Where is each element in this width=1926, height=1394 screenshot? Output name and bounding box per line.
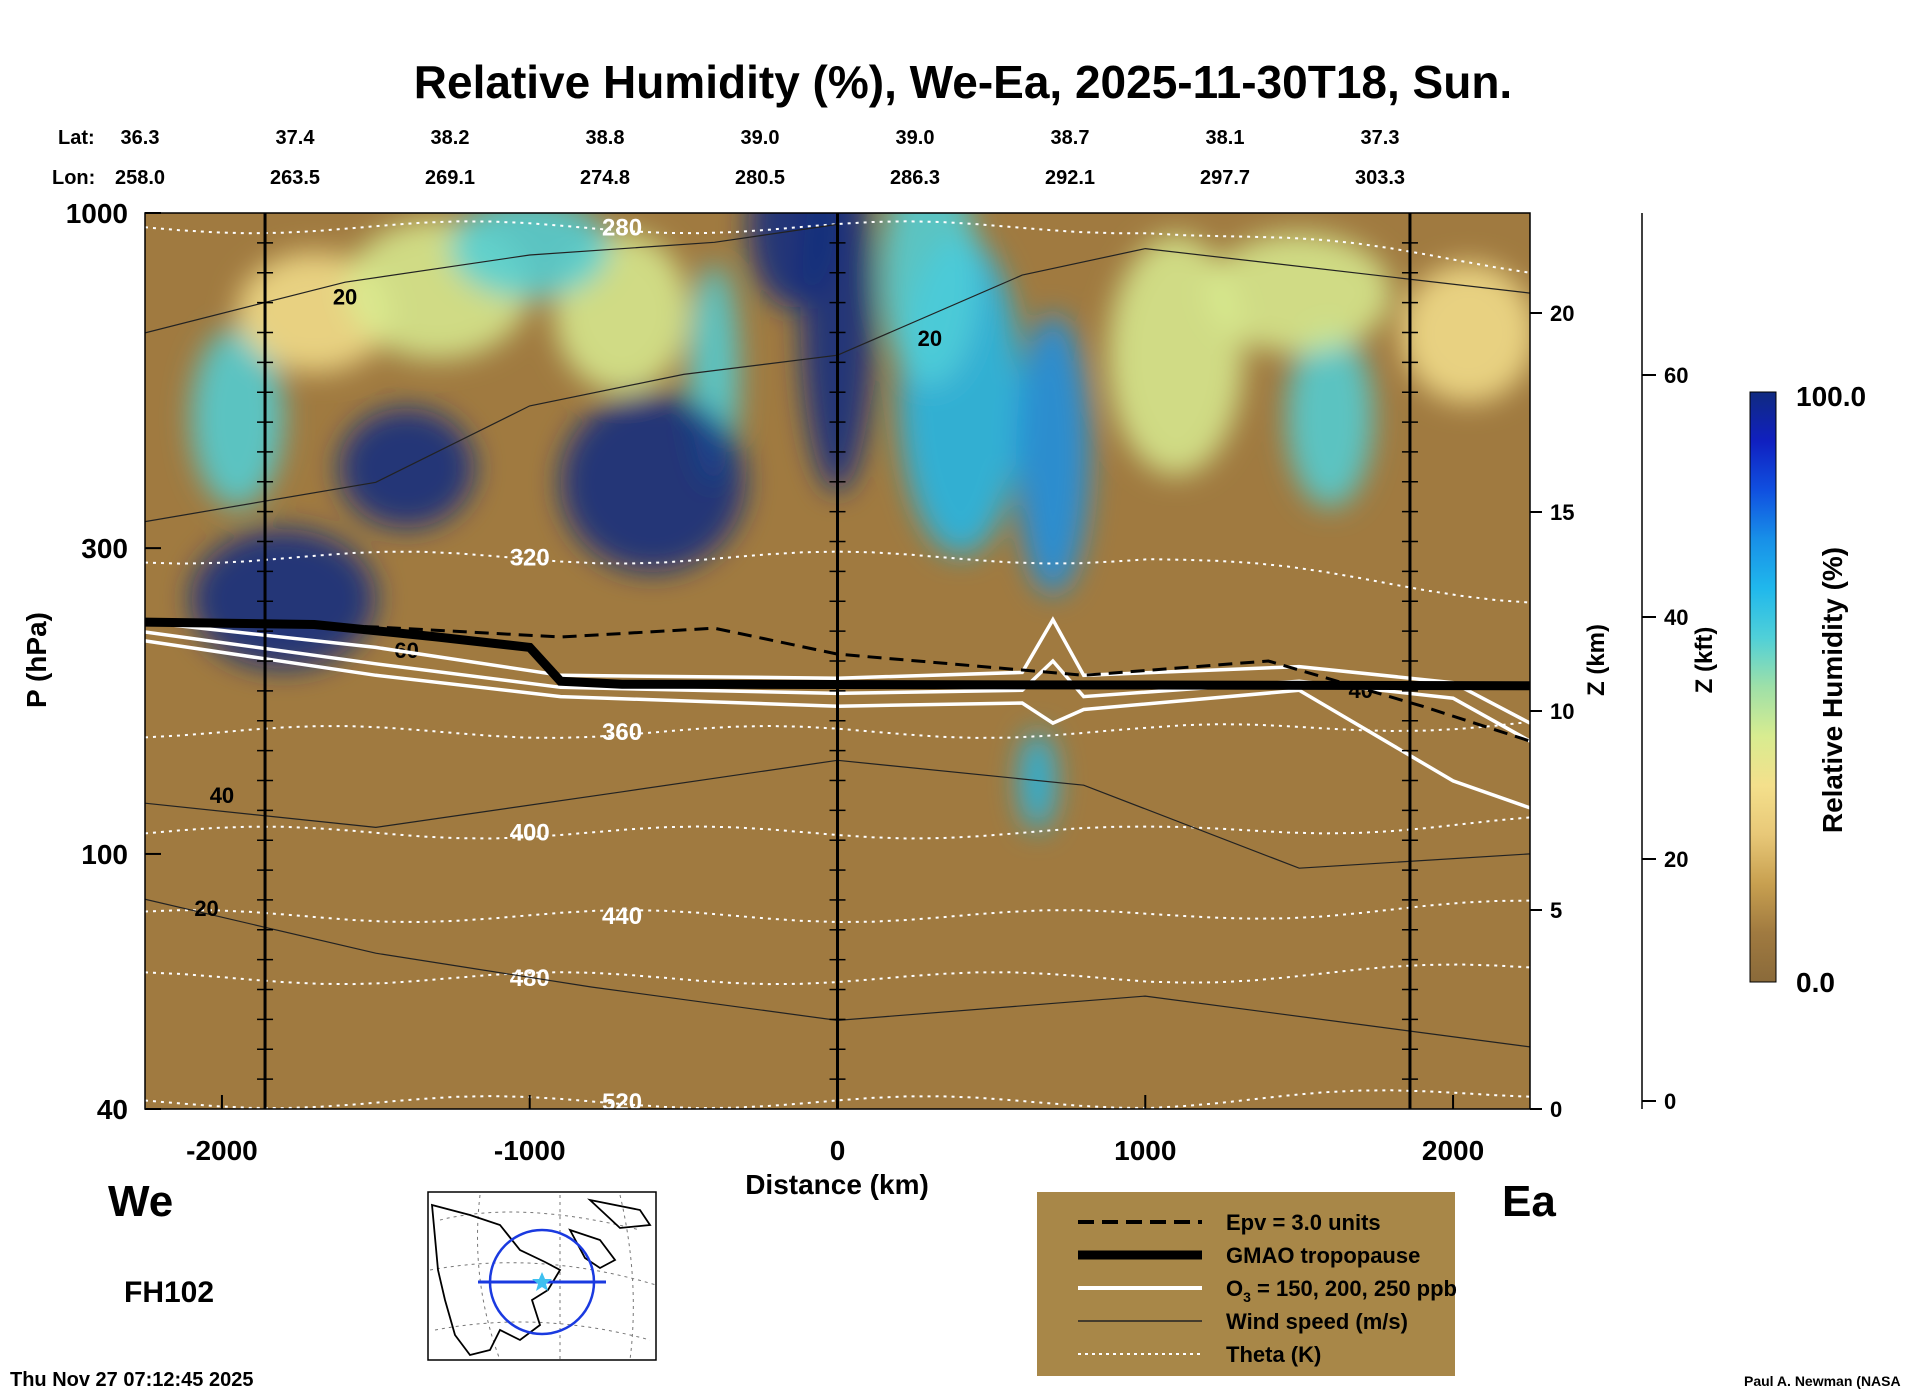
forecast-hour-label: FH102 [124,1276,214,1309]
direction-west-label: We [108,1177,173,1226]
theta-contours: 280 320 360 400 440 480 520 [145,214,1530,1116]
rh-feature-5 [338,408,475,529]
theta-label-440: 440 [602,903,642,930]
colorbar-max-label: 100.0 [1796,381,1866,412]
colorbar-gradient [1749,391,1777,983]
rh-feature-0 [191,327,284,508]
lon-value-2: 269.1 [425,167,475,189]
theta-label-360: 360 [602,719,642,746]
chart-title: Relative Humidity (%), We-Ea, 2025-11-30… [414,56,1512,108]
theta-label-280: 280 [602,214,642,241]
z-km-axis-label: Z (km) [1583,624,1610,696]
lat-value-4: 39.0 [741,127,780,149]
legend-label-0: Epv = 3.0 units [1226,1210,1381,1235]
lon-value-7: 297.7 [1200,167,1250,189]
latlon-marker-lines [257,213,1418,1109]
rh-feature-8 [1016,314,1090,595]
tropopause-line [145,617,1530,691]
y-tick-label-1000: 1000 [66,198,128,229]
y-axis-label: P (hPa) [21,612,52,708]
wind-contour-3 [145,223,838,334]
z-kft-axis: 0 20 40 60 [1641,213,1688,1114]
theta-label-480: 480 [510,965,550,992]
lat-value-3: 38.8 [586,127,625,149]
lat-value-7: 38.1 [1206,127,1245,149]
x-axis-label: Distance (km) [745,1169,929,1200]
rh-feature-10 [1286,327,1374,508]
z-km-axis: 0 5 10 15 20 [1530,301,1574,1122]
legend: Epv = 3.0 units GMAO tropopause O3 = 150, … [1037,1192,1457,1376]
credit-label: Paul A. Newman (NASA [1744,1373,1901,1389]
y-axis: 40 100 300 1000 [66,198,161,1125]
theta-label-320: 320 [510,545,550,572]
z-kft-tick-40: 40 [1664,605,1688,630]
wind-label-3: 20 [333,284,357,309]
legend-label-1: GMAO tropopause [1226,1243,1420,1268]
lon-value-6: 292.1 [1045,167,1095,189]
x-tick-label--2000: -2000 [186,1135,258,1166]
colorbar-title: Relative Humidity (%) [1817,547,1848,833]
coastline-shape [430,1198,652,1357]
rh-feature-6 [560,392,746,573]
ozone-contour-1 [145,616,1530,725]
z-km-tick-15: 15 [1550,500,1574,525]
y-tick-label-300: 300 [81,533,128,564]
z-km-tick-5: 5 [1550,898,1562,923]
lon-row-label: Lon: [52,167,95,189]
x-tick-label-1000: 1000 [1114,1135,1176,1166]
inset-map [427,1191,657,1361]
y-tick-label-100: 100 [81,839,128,870]
y-tick-label-40: 40 [97,1094,128,1125]
legend-label-2: O3 = 150, 200, 250 ppb [1226,1276,1457,1305]
theta-label-400: 400 [510,820,550,847]
x-tick-label-0: 0 [830,1135,846,1166]
z-kft-axis-label: Z (kft) [1691,627,1718,694]
lat-value-0: 36.3 [121,127,160,149]
theta-label-520: 520 [602,1089,642,1116]
z-km-tick-10: 10 [1550,699,1574,724]
rh-feature-12 [1206,233,1392,354]
colorbar-min-label: 0.0 [1796,967,1835,998]
lat-value-8: 37.3 [1361,127,1400,149]
rh-feature-18 [191,528,376,669]
rh-field-features [191,213,1530,831]
legend-label-3: Wind speed (m/s) [1226,1309,1408,1334]
z-km-tick-20: 20 [1550,301,1574,326]
x-tick-label--1000: -1000 [494,1135,566,1166]
lat-value-1: 37.4 [276,127,316,149]
wind-contour-0 [145,898,1530,1048]
lat-value-5: 39.0 [896,127,935,149]
rh-feature-13 [449,213,610,299]
lon-value-4: 280.5 [735,167,785,189]
x-axis: -2000 -1000 0 1000 2000 [186,1095,1484,1166]
lon-value-1: 263.5 [270,167,320,189]
direction-east-label: Ea [1502,1177,1556,1226]
lon-value-0: 258.0 [115,167,165,189]
wind-contour-2 [145,247,1530,523]
lon-value-3: 274.8 [580,167,630,189]
lon-value-5: 286.3 [890,167,940,189]
lon-value-8: 303.3 [1355,167,1405,189]
wind-label-1: 40 [210,783,234,808]
x-tick-label-2000: 2000 [1422,1135,1484,1166]
legend-label-4: Theta (K) [1226,1342,1321,1367]
lat-value-6: 38.7 [1051,127,1090,149]
lat-value-2: 38.2 [431,127,470,149]
rh-feature-11 [1400,262,1530,403]
z-km-tick-0: 0 [1550,1097,1562,1122]
rh-feature-14 [880,213,980,386]
z-kft-tick-20: 20 [1664,847,1688,872]
z-kft-tick-60: 60 [1664,363,1688,388]
z-kft-tick-0: 0 [1664,1089,1676,1114]
lat-row-label: Lat: [58,127,95,149]
ozone-contour-2 [145,639,1530,810]
timestamp-label: Thu Nov 27 07:12:45 2025 [10,1369,253,1391]
colorbar: 100.0 0.0 Relative Humidity (%) [1749,381,1866,998]
wind-label-4: 20 [918,326,942,351]
wind-label-0: 20 [194,896,218,921]
